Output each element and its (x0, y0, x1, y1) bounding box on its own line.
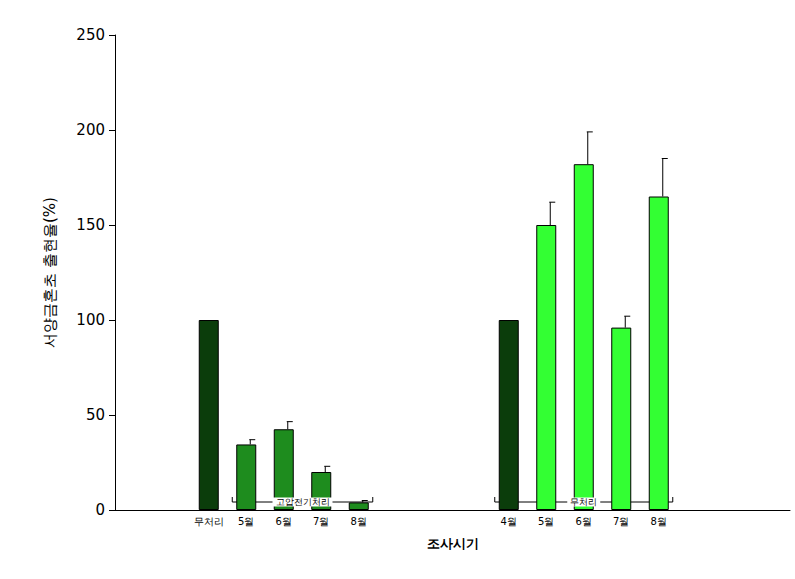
svg-text:5월: 5월 (538, 516, 554, 527)
svg-text:서양금혼초 출현율(%): 서양금혼초 출현율(%) (41, 197, 59, 348)
svg-text:5월: 5월 (238, 516, 254, 527)
svg-text:7월: 7월 (313, 516, 329, 527)
svg-text:고압전기처리: 고압전기처리 (276, 497, 330, 507)
svg-text:무처리: 무처리 (570, 497, 597, 507)
svg-text:50: 50 (86, 406, 105, 424)
svg-text:8월: 8월 (651, 516, 667, 527)
svg-text:0: 0 (95, 501, 105, 519)
svg-text:7월: 7월 (613, 516, 629, 527)
svg-text:8월: 8월 (351, 516, 367, 527)
svg-text:150: 150 (76, 216, 105, 234)
svg-text:100: 100 (76, 311, 105, 329)
svg-text:6월: 6월 (576, 516, 592, 527)
svg-text:조사시기: 조사시기 (427, 536, 479, 551)
svg-text:무처리: 무처리 (194, 516, 224, 527)
svg-text:200: 200 (76, 121, 105, 139)
svg-text:4월: 4월 (501, 516, 517, 527)
svg-text:250: 250 (76, 26, 105, 44)
svg-text:6월: 6월 (276, 516, 292, 527)
